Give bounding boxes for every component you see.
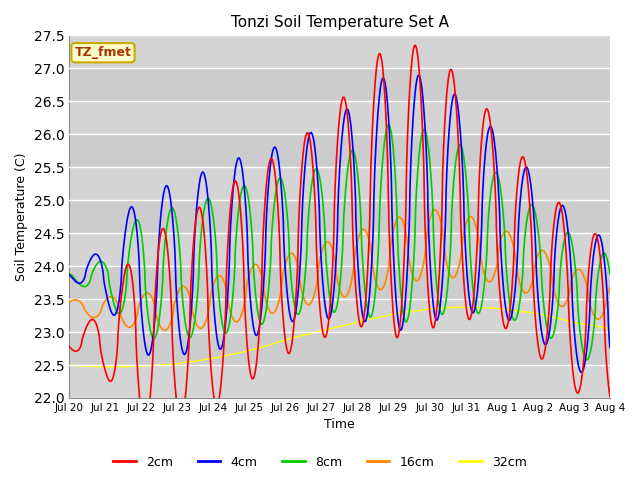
Bar	[69, 332, 610, 365]
Bar	[69, 101, 610, 134]
Bar	[69, 299, 610, 332]
Bar	[69, 68, 610, 101]
Legend: 2cm, 4cm, 8cm, 16cm, 32cm: 2cm, 4cm, 8cm, 16cm, 32cm	[108, 451, 532, 474]
Y-axis label: Soil Temperature (C): Soil Temperature (C)	[15, 153, 28, 281]
Bar	[69, 365, 610, 398]
Bar	[69, 233, 610, 266]
Bar	[69, 134, 610, 167]
Text: TZ_fmet: TZ_fmet	[75, 46, 131, 59]
Bar	[69, 36, 610, 68]
Bar	[69, 266, 610, 299]
Bar	[69, 200, 610, 233]
X-axis label: Time: Time	[324, 419, 355, 432]
Bar	[69, 167, 610, 200]
Title: Tonzi Soil Temperature Set A: Tonzi Soil Temperature Set A	[230, 15, 449, 30]
